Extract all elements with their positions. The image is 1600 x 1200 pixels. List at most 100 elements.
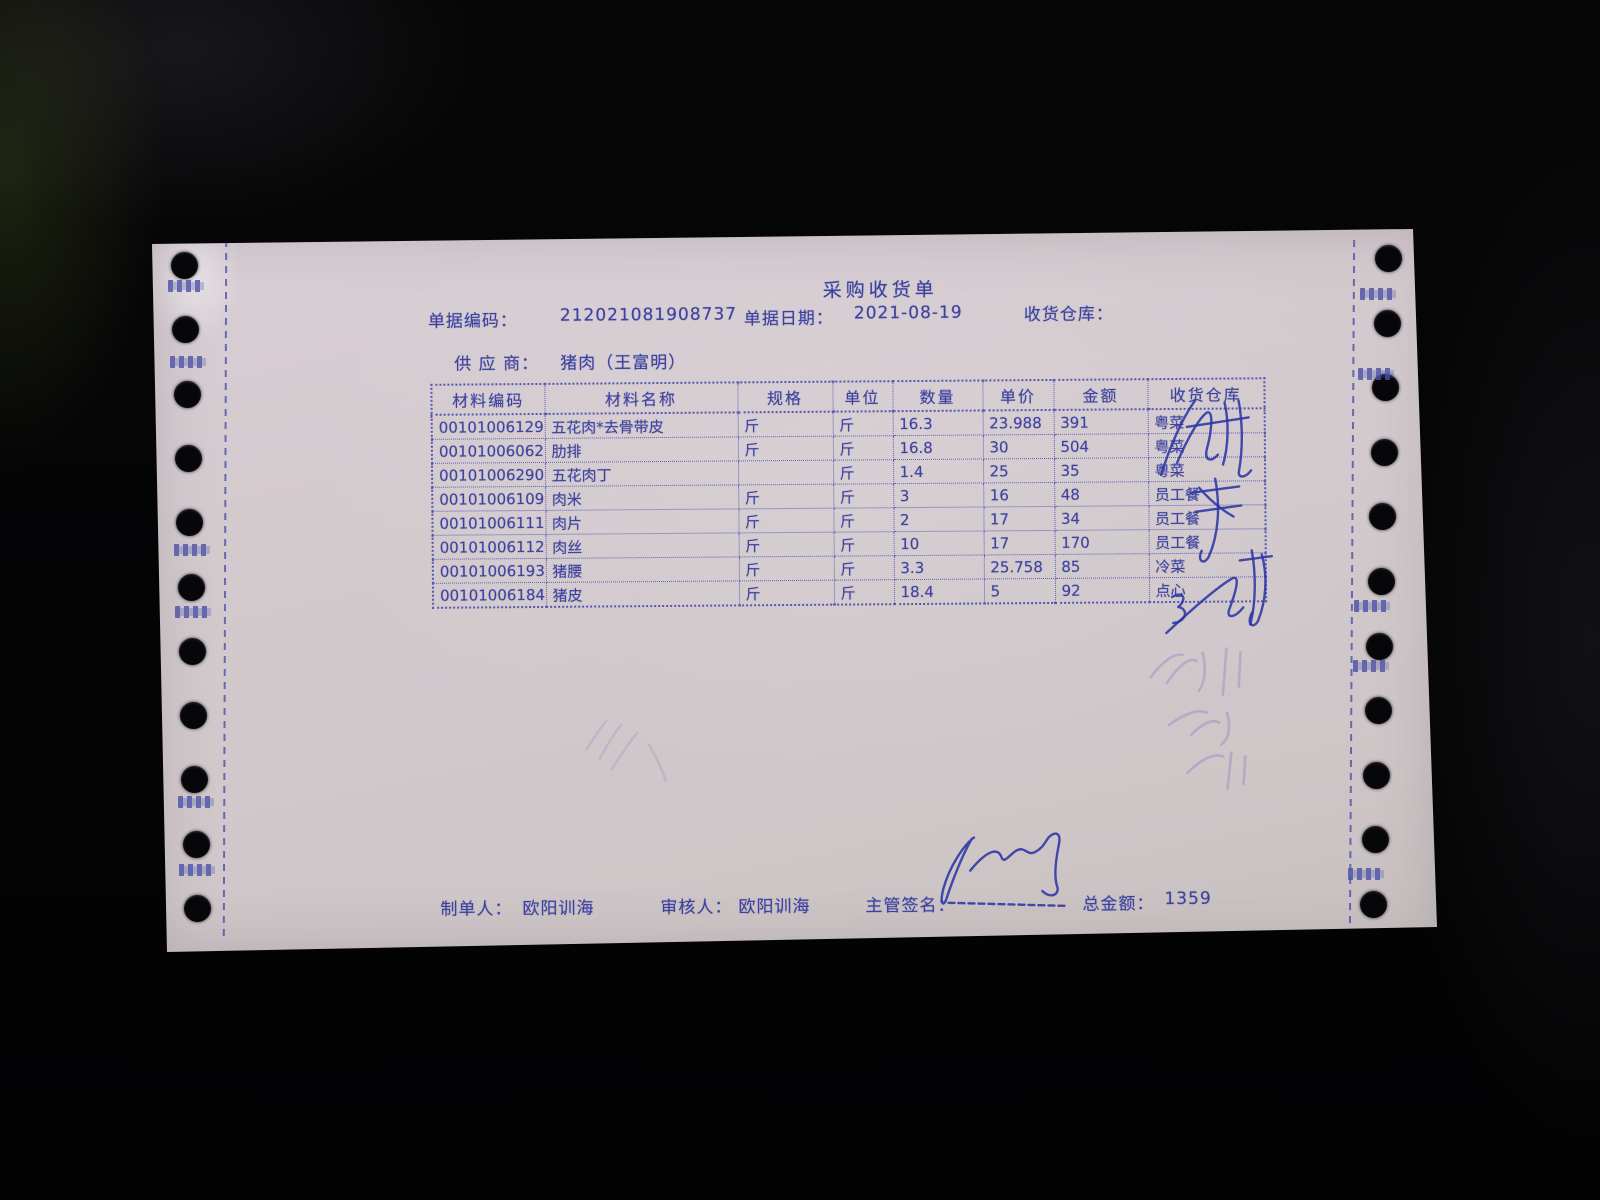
- table-cell: 00101006109: [432, 486, 546, 512]
- document-title: 采购收货单: [822, 278, 938, 302]
- table-cell: 170: [1054, 529, 1149, 555]
- feed-hole: [1363, 761, 1390, 789]
- table-cell: 00101006111: [432, 510, 546, 536]
- bleedthrough-mark-center: [585, 720, 667, 783]
- table-cell: 2: [893, 506, 984, 532]
- table-cell: 五花肉*去骨带皮: [544, 412, 738, 439]
- table-cell: 1.4: [892, 458, 984, 484]
- feed-hole: [182, 830, 210, 858]
- table-cell: 30: [982, 434, 1054, 459]
- feed-hole: [180, 702, 208, 730]
- table-cell: 员工餐: [1148, 504, 1266, 530]
- column-header: 规格: [737, 381, 833, 413]
- table-cell: 17: [983, 530, 1055, 555]
- table-cell: 3: [893, 482, 984, 508]
- table-cell: 斤: [833, 483, 894, 509]
- table-cell: 斤: [832, 459, 894, 485]
- table-cell: 粤菜: [1147, 456, 1266, 482]
- items-table: 材料编码 材料名称 规格 单位 数量 单价 金额 收货仓库 00101006129 五花肉*去骨…: [430, 377, 1268, 609]
- table-cell: 猪腰: [545, 556, 739, 583]
- edge-print-mark: [179, 864, 215, 876]
- table-cell: 肉丝: [545, 532, 739, 559]
- table-cell: 斤: [833, 531, 894, 557]
- preparer-value: 欧阳训海: [522, 898, 595, 920]
- edge-print-mark: [170, 356, 206, 368]
- column-header: 材料编码: [431, 383, 545, 415]
- feed-hole: [1366, 632, 1393, 660]
- table-row: 00101006184 猪皮斤斤 18.4 5 92 点心: [432, 576, 1267, 608]
- feed-hole: [1367, 568, 1395, 595]
- doc-date-value: 2021-08-19: [853, 302, 963, 324]
- total-value: 1359: [1164, 888, 1212, 910]
- column-header: 金额: [1053, 379, 1148, 410]
- feed-hole: [184, 895, 211, 922]
- table-cell: 粤菜: [1147, 432, 1265, 458]
- table-cell: 18.4: [893, 578, 985, 605]
- reviewer-value: 欧阳训海: [738, 896, 811, 918]
- table-cell: 48: [1054, 481, 1149, 507]
- receipt-paper: 采购收货单 单据编码： 212021081908737 单据日期： 2021-0…: [152, 229, 1437, 952]
- column-header: 单位: [832, 381, 893, 412]
- table-cell: 23.988: [982, 409, 1054, 435]
- feed-hole: [1373, 309, 1401, 337]
- supplier-value: 猪肉（王富明）: [560, 352, 687, 374]
- column-header: 数量: [892, 380, 983, 412]
- table-cell: 504: [1053, 433, 1148, 459]
- table-cell: 冷菜: [1148, 552, 1266, 578]
- feed-hole: [1361, 826, 1389, 854]
- feed-hole: [176, 509, 204, 537]
- feed-hole: [1375, 245, 1402, 272]
- table-cell: 点心: [1148, 576, 1267, 603]
- feed-hole: [174, 444, 202, 472]
- table-cell: 00101006184: [432, 582, 547, 608]
- table-cell: 25.758: [983, 554, 1055, 579]
- feed-hole: [177, 573, 205, 601]
- table-cell: 35: [1053, 457, 1149, 483]
- edge-print-mark: [1354, 600, 1390, 612]
- table-cell: 员工餐: [1148, 480, 1266, 506]
- table-cell: 00101006062: [431, 438, 546, 464]
- table-cell: 34: [1054, 505, 1149, 531]
- table-cell: 斤: [833, 555, 894, 581]
- feed-hole: [1370, 438, 1398, 466]
- table-cell: 16.3: [892, 410, 983, 436]
- table-cell: 斤: [833, 507, 894, 533]
- bleedthrough-marks-right: [1149, 647, 1247, 790]
- items-table-body: 00101006129 五花肉*去骨带皮斤斤 16.3 23.988 391 粤菜 0010…: [431, 408, 1267, 608]
- table-cell: 16: [983, 482, 1055, 507]
- column-header: 材料名称: [544, 382, 738, 414]
- table-cell: 92: [1054, 577, 1150, 603]
- edge-print-mark: [178, 796, 214, 808]
- table-cell: 斤: [738, 508, 834, 533]
- table-cell: 00101006112: [432, 534, 546, 560]
- column-header: 单价: [982, 379, 1054, 411]
- warehouse-label: 收货仓库：: [1023, 304, 1114, 326]
- table-cell: 员工餐: [1148, 528, 1266, 554]
- edge-print-mark: [1353, 660, 1389, 672]
- table-cell: 17: [983, 506, 1055, 531]
- column-header: 收货仓库: [1147, 378, 1265, 410]
- edge-print-mark: [1348, 868, 1384, 880]
- table-cell: 85: [1054, 553, 1149, 579]
- feed-hole: [181, 766, 209, 794]
- table-cell: 391: [1053, 409, 1148, 435]
- table-cell: 斤: [737, 411, 833, 437]
- reviewer-label: 审核人：: [660, 897, 733, 919]
- edge-print-mark: [174, 544, 210, 556]
- table-cell: 00101006193: [432, 558, 546, 584]
- edge-print-mark: [168, 280, 204, 292]
- doc-no-label: 单据编码：: [427, 311, 518, 332]
- table-cell: 肉片: [545, 508, 739, 535]
- feed-hole: [171, 252, 198, 279]
- edge-print-mark: [175, 606, 211, 618]
- table-cell: 00101006129: [431, 413, 545, 440]
- table-cell: 斤: [737, 436, 833, 461]
- table-cell: 五花肉丁: [545, 460, 739, 487]
- edge-print-mark: [1347, 930, 1383, 942]
- edge-print-mark: [1360, 288, 1396, 300]
- edge-print-mark: [1358, 368, 1394, 380]
- table-cell: 猪皮: [545, 580, 740, 607]
- preparer-label: 制单人：: [440, 899, 513, 920]
- table-cell: 肋排: [544, 436, 739, 463]
